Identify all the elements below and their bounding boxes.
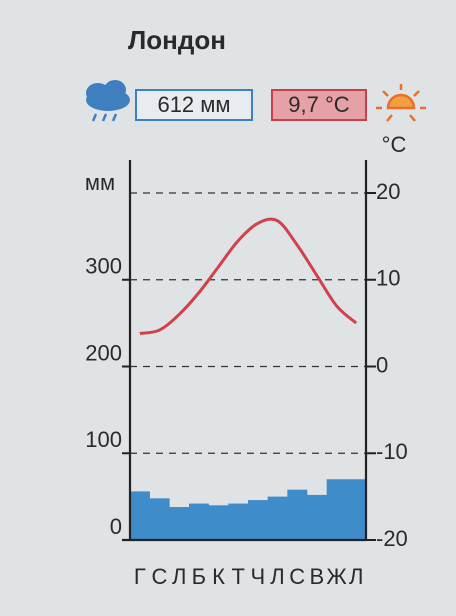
bar: [267, 496, 288, 540]
y-axis-label: мм: [85, 170, 115, 195]
x-tick-label: Л: [270, 564, 284, 589]
x-tick-label: С: [152, 564, 168, 589]
bar: [326, 479, 347, 540]
y2-tick-label: 10: [376, 266, 400, 291]
bar: [189, 503, 209, 540]
x-tick-label: Л: [172, 564, 186, 589]
x-tick-label: К: [212, 564, 225, 589]
x-tick-label: С: [289, 564, 305, 589]
x-tick-label: Л: [349, 564, 363, 589]
x-tick-label: Ч: [250, 564, 265, 589]
y-tick-label: 0: [110, 514, 122, 539]
rain-icon: [86, 80, 130, 122]
x-tick-label: Б: [192, 564, 206, 589]
bar: [287, 489, 308, 540]
bar: [228, 503, 249, 540]
y2-tick-label: 20: [376, 179, 400, 204]
bar: [130, 491, 150, 540]
y-tick-label: 100: [85, 427, 122, 452]
bar: [346, 479, 367, 540]
x-tick-label: В: [309, 564, 324, 589]
chart-title: Лондон: [128, 25, 226, 55]
bar: [169, 507, 190, 540]
x-tick-label: Т: [231, 564, 244, 589]
bar: [208, 505, 229, 540]
annual-precipitation: 612 мм: [157, 92, 230, 117]
y-tick-label: 300: [85, 254, 122, 279]
temp-box: [271, 89, 367, 121]
sun-icon: [376, 84, 426, 122]
bar: [149, 498, 170, 540]
bar: [307, 494, 327, 540]
mean-temperature: 9,7 °C: [288, 92, 349, 117]
y2-tick-label: 0: [376, 352, 388, 377]
y-tick-label: 200: [85, 340, 122, 365]
y2-tick-label: -20: [376, 526, 408, 551]
y2-axis-label: °C: [382, 132, 407, 157]
precip-box: [135, 89, 253, 121]
y2-tick-label: -10: [376, 439, 408, 464]
x-tick-label: Ж: [326, 564, 347, 589]
bar: [248, 500, 268, 540]
x-tick-label: Г: [134, 564, 146, 589]
temperature-line: [139, 217, 358, 336]
